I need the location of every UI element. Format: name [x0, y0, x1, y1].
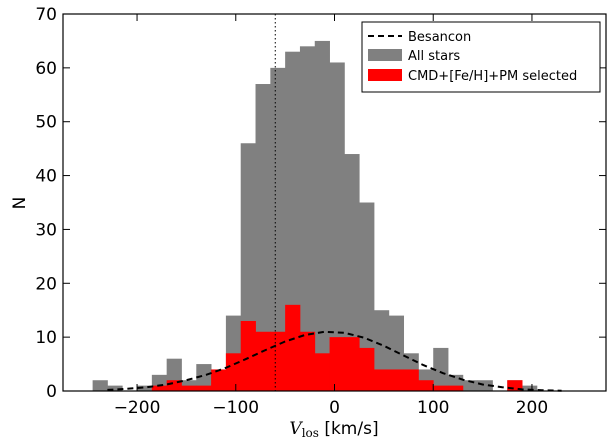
selected-bar	[329, 337, 345, 391]
y-tick-label: 60	[35, 59, 57, 79]
all-stars-bar	[314, 40, 330, 392]
y-tick-label: 70	[35, 5, 57, 25]
selected-bar	[448, 385, 464, 391]
selected-bar	[255, 331, 271, 391]
selected-bar	[433, 385, 449, 391]
selected-bar	[299, 331, 316, 391]
selected-bar	[166, 380, 182, 391]
x-tick-label: 100	[417, 398, 449, 418]
y-tick-label: 50	[35, 113, 57, 133]
all-stars-bar	[329, 62, 345, 391]
selected-bar	[270, 331, 286, 391]
x-axis-label: Vlos [km/s]	[289, 419, 378, 440]
all-stars-bar	[270, 67, 286, 391]
selected-bar	[225, 353, 242, 391]
y-tick-label: 20	[35, 274, 57, 294]
selected-bar	[388, 369, 405, 391]
all-stars-bar	[299, 46, 316, 392]
y-tick-label: 30	[35, 220, 57, 240]
all-stars-bar	[92, 380, 108, 391]
selected-bar	[240, 320, 256, 391]
y-tick-label: 10	[35, 328, 57, 348]
legend: Besancon All stars CMD+[Fe/H]+PM selecte…	[361, 21, 601, 93]
legend-besancon-label: Besancon	[408, 30, 471, 45]
all-stars-bar	[255, 84, 271, 391]
y-tick-label: 0	[46, 382, 57, 402]
x-tick-label: 200	[516, 398, 548, 418]
selected-bar	[418, 380, 434, 391]
all-stars-bar	[433, 347, 449, 391]
x-tick-label: −200	[114, 398, 161, 418]
all-stars-bar	[196, 364, 212, 391]
all-stars-bar	[477, 380, 493, 391]
all-stars-bar	[359, 202, 375, 391]
selected-bar	[373, 369, 390, 391]
tick-labels: −200 −100 0 100 200 0 10 20 30 40 50 60 70	[35, 5, 548, 418]
selected-bar	[403, 369, 419, 391]
selected-bar	[196, 385, 212, 391]
selected-bar	[151, 385, 168, 391]
selected-bar	[344, 337, 360, 391]
y-axis-label: N	[10, 197, 30, 210]
all-stars-bar	[107, 385, 123, 391]
selected-bars	[151, 304, 523, 391]
legend-selected-swatch	[368, 69, 402, 81]
x-tick-label: −100	[212, 398, 259, 418]
selected-bar	[285, 304, 301, 391]
selected-bar	[507, 380, 523, 391]
legend-selected-label: CMD+[Fe/H]+PM selected	[408, 69, 577, 84]
all-stars-bar	[137, 385, 153, 391]
all-stars-bar	[522, 385, 538, 391]
plot-frame	[62, 13, 607, 392]
selected-bar	[181, 385, 197, 391]
selected-bar	[359, 347, 375, 391]
selected-bar	[314, 353, 330, 391]
x-axis-label-main: V	[289, 419, 303, 439]
legend-all-stars-swatch	[368, 49, 402, 61]
x-axis-label-units: [km/s]	[319, 419, 379, 439]
legend-all-stars-label: All stars	[408, 49, 460, 64]
all-stars-bar	[344, 154, 360, 391]
x-axis-label-sub: los	[302, 426, 319, 440]
x-tick-label: 0	[329, 398, 340, 418]
all-stars-bar	[462, 380, 479, 391]
y-tick-label: 40	[35, 167, 57, 187]
selected-bar	[211, 369, 227, 391]
